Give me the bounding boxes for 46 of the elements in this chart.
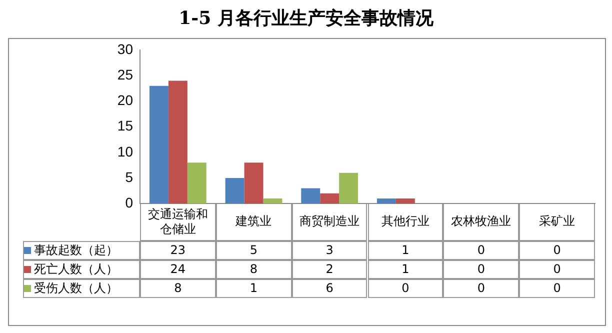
y-tick-label: 15: [117, 118, 134, 134]
data-label: 0: [519, 278, 595, 298]
bar: [376, 198, 396, 204]
data-label: 3: [292, 240, 368, 260]
bar: [244, 162, 264, 204]
bar: [168, 80, 188, 204]
x-tick-label: 商贸制造业: [292, 204, 368, 241]
x-tick-label: 交通运输和仓储业: [140, 204, 216, 241]
legend-label: 受伤人数（人）: [34, 280, 118, 295]
bar: [263, 198, 282, 204]
bar: [320, 193, 340, 204]
bar: [187, 162, 206, 204]
x-tick-label: 建筑业: [216, 204, 292, 241]
y-tick-label: 0: [125, 194, 134, 210]
data-label: 1: [216, 278, 292, 298]
bar: [396, 198, 415, 204]
y-tick-label: 10: [117, 143, 134, 160]
y-tick-label: 20: [117, 92, 134, 108]
bar: [301, 188, 320, 204]
y-tick-label: 25: [117, 66, 134, 82]
bar: [339, 172, 358, 204]
data-label: 0: [519, 240, 595, 260]
data-label: 2: [292, 260, 368, 279]
data-label: 5: [216, 240, 292, 260]
y-tick-label: 30: [117, 40, 134, 57]
data-label: 6: [292, 278, 368, 298]
data-label: 8: [140, 278, 216, 298]
chart-title: 1-5 月各行业生产安全事故情况: [178, 7, 434, 30]
data-label: 8: [216, 260, 292, 279]
data-label: 24: [140, 260, 216, 279]
data-label: 0: [443, 278, 520, 298]
data-label: 1: [368, 260, 444, 279]
data-label: 1: [368, 240, 444, 260]
bar: [225, 178, 244, 204]
x-tick-label: 采矿业: [519, 204, 595, 241]
data-label: 23: [140, 240, 216, 260]
x-tick-label: 其他行业: [368, 204, 444, 241]
data-label: 0: [368, 278, 444, 298]
bar: [149, 86, 168, 204]
data-label: 0: [519, 260, 595, 279]
y-tick-label: 5: [125, 168, 134, 185]
legend-label: 死亡人数（人）: [34, 262, 118, 276]
data-label: 0: [443, 260, 520, 279]
legend-label: 事故起数（起）: [34, 242, 118, 257]
data-label: 0: [443, 240, 520, 260]
x-tick-label: 农林牧渔业: [443, 204, 520, 241]
